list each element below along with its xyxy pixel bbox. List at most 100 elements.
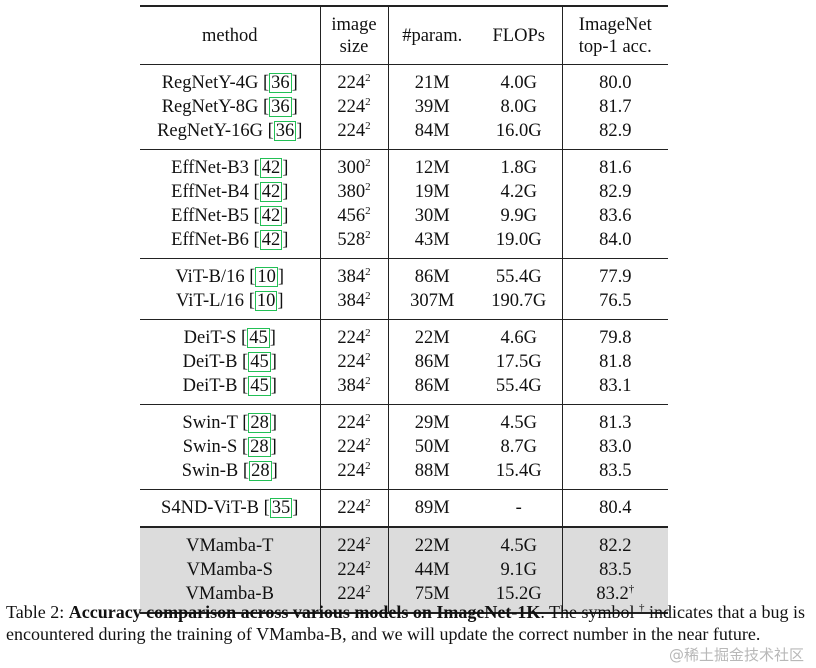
cell-flops: 9.1G (476, 558, 563, 582)
cell-param: 50M (414, 437, 450, 457)
cell-flops: 4.6G (476, 319, 563, 350)
cell-param: 89M (414, 498, 450, 518)
table-header: method image size #param. FLOPs ImageNet… (140, 6, 668, 65)
cell-accuracy: 79.8 (562, 320, 668, 351)
image-size-exponent: 2 (365, 205, 371, 217)
method-name: Swin-B (181, 461, 239, 481)
image-size-exponent: 2 (365, 157, 371, 169)
citation-link[interactable]: 36 (273, 121, 297, 141)
citation-link[interactable]: 45 (247, 328, 270, 348)
cell-method: RegNetY-16G [36] (140, 119, 321, 150)
cell-flops: 17.5G (476, 350, 563, 374)
method-name: VMamba-T (186, 536, 274, 556)
cell-flops: 9.9G (476, 204, 563, 228)
cell-accuracy: 83.1 (562, 374, 668, 405)
table-caption: Table 2: Accuracy comparison across vari… (6, 601, 812, 645)
citation-link[interactable]: 10 (255, 267, 278, 287)
cell-accuracy: 81.3 (562, 405, 668, 436)
cell-image-size: 2242 (320, 489, 389, 527)
image-size-exponent: 2 (365, 120, 371, 132)
accuracy-value: 83.6 (599, 206, 632, 226)
cell-accuracy: 82.2 (562, 527, 668, 558)
comparison-table: method image size #param. FLOPs ImageNet… (140, 5, 668, 614)
citation-link[interactable]: 45 (248, 376, 271, 396)
header-accuracy-line2: top-1 acc. (578, 36, 652, 57)
cell-param: 88M (414, 461, 450, 481)
cell-method: EffNet-B3 [42] (140, 149, 321, 180)
accuracy-value: 83.2 (596, 584, 629, 604)
cell-param: 30M (414, 206, 450, 226)
method-name: DeiT-S (183, 328, 237, 348)
cell-image-size: 2242 (320, 95, 389, 119)
table-row: Swin-B [28] 2242 88M 15.4G 83.5 (140, 459, 668, 490)
cell-flops: 8.0G (476, 95, 563, 119)
cell-image-size: 2242 (320, 319, 389, 350)
table-group: RegNetY-4G [36] 2242 21M 4.0G 80.0 RegNetY-8G… (140, 64, 668, 150)
method-name: EffNet-B5 (171, 206, 249, 226)
cell-flops: 190.7G (476, 289, 563, 320)
table-group: S4ND-ViT-B [35] 2242 89M -80.4 (140, 489, 668, 527)
image-size-value: 224 (337, 584, 366, 604)
method-name: S4ND-ViT-B (161, 498, 259, 518)
citation-link[interactable]: 42 (259, 230, 283, 250)
image-size-exponent: 2 (365, 96, 371, 108)
image-size-exponent: 2 (365, 436, 371, 448)
cell-param: 84M (414, 121, 450, 141)
method-name: EffNet-B6 (171, 230, 249, 250)
image-size-value: 224 (337, 73, 366, 93)
cell-accuracy: 83.0 (562, 435, 668, 459)
cell-accuracy: 83.5 (562, 558, 668, 582)
accuracy-value: 82.2 (599, 536, 632, 556)
cell-method: RegNetY-4G [36] (140, 64, 321, 95)
cell-method: VMamba-B (140, 582, 321, 613)
table-row: EffNet-B6 [42] 5282 43M 19.0G 84.0 (140, 228, 668, 259)
cell-image-size: 2242 (320, 527, 389, 558)
citation-link[interactable]: 28 (248, 437, 271, 457)
cell-image-size: 3802 (320, 180, 389, 204)
citation-link[interactable]: 28 (248, 413, 271, 433)
cell-param: 86M (414, 376, 450, 396)
method-name: DeiT-B (182, 376, 238, 396)
cell-accuracy: 81.7 (562, 95, 668, 119)
accuracy-value: 84.0 (599, 230, 632, 250)
citation-link[interactable]: 45 (248, 352, 271, 372)
cell-image-size: 4562 (320, 204, 389, 228)
cell-image-size: 2242 (320, 64, 389, 95)
image-size-value: 224 (337, 437, 366, 457)
image-size-value: 224 (337, 97, 366, 117)
citation-link[interactable]: 36 (269, 97, 292, 117)
cell-method: DeiT-B [45] (140, 350, 321, 374)
citation-link[interactable]: 36 (269, 73, 292, 93)
image-size-value: 528 (337, 230, 366, 250)
table-group-vmamba: VMamba-T 2242 22M 4.5G 82.2 VMamba-S 2242 44M 9.… (140, 527, 668, 613)
image-size-value: 384 (337, 267, 366, 287)
table-row: RegNetY-8G [36] 2242 39M 8.0G 81.7 (140, 95, 668, 119)
cell-flops: 19.0G (476, 228, 563, 259)
accuracy-value: 83.0 (599, 437, 632, 457)
citation-link[interactable]: 42 (259, 158, 283, 178)
cell-param: 43M (414, 230, 450, 250)
cell-flops: 4.5G (476, 527, 563, 558)
accuracy-value: 79.8 (599, 328, 632, 348)
cell-flops: 4.5G (476, 404, 563, 435)
citation-link[interactable]: 28 (249, 461, 272, 481)
citation-link[interactable]: 10 (254, 291, 278, 311)
cell-image-size: 3842 (320, 258, 389, 289)
citation-link[interactable]: 42 (259, 182, 283, 202)
image-size-exponent: 2 (365, 412, 371, 424)
method-name: RegNetY-16G (157, 121, 263, 141)
image-size-exponent: 2 (365, 559, 371, 571)
cell-method: Swin-S [28] (140, 435, 321, 459)
cell-param: 21M (414, 73, 450, 93)
cell-image-size: 2242 (320, 404, 389, 435)
image-size-value: 380 (337, 182, 366, 202)
citation-link[interactable]: 35 (269, 498, 293, 518)
image-size-exponent: 2 (365, 535, 371, 547)
table-row: DeiT-B [45] 3842 86M 55.4G 83.1 (140, 374, 668, 405)
cell-method: Swin-T [28] (140, 404, 321, 435)
citation-link[interactable]: 42 (259, 206, 283, 226)
method-name: EffNet-B4 (171, 182, 249, 202)
cell-accuracy: 82.9 (562, 119, 668, 150)
cell-method: VMamba-S (140, 558, 321, 582)
cell-image-size: 5282 (320, 228, 389, 259)
